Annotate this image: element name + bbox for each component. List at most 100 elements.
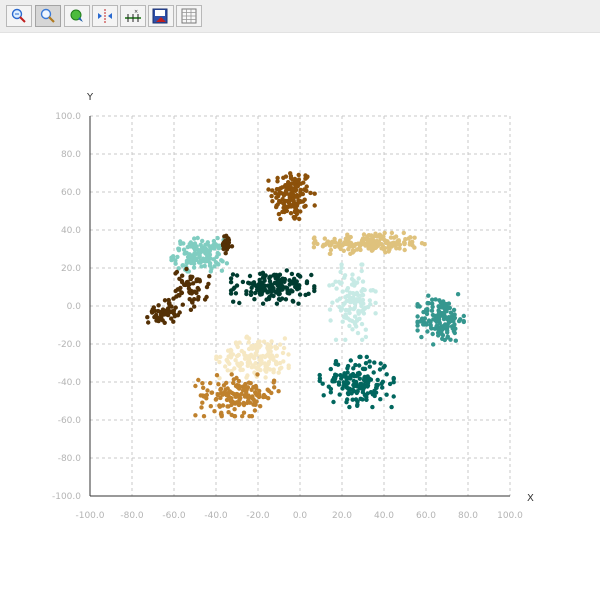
axis-scale-button[interactable]: × xyxy=(120,5,146,27)
data-point xyxy=(401,230,406,236)
data-point xyxy=(328,366,333,372)
data-point xyxy=(355,399,360,404)
data-point xyxy=(357,376,362,381)
data-point xyxy=(340,319,345,324)
data-point xyxy=(265,346,270,351)
data-point xyxy=(217,376,222,381)
data-point xyxy=(428,319,433,325)
data-point xyxy=(156,303,161,308)
data-point xyxy=(321,242,326,248)
x-tick-label: -100.0 xyxy=(75,511,104,521)
zoom-select-button[interactable] xyxy=(6,5,32,27)
data-point xyxy=(358,381,363,387)
data-point xyxy=(217,403,222,408)
data-point xyxy=(341,380,346,385)
data-point xyxy=(372,393,377,399)
data-point xyxy=(461,319,466,324)
data-point xyxy=(261,284,266,289)
data-point xyxy=(225,386,230,391)
data-point xyxy=(406,236,411,241)
data-point xyxy=(382,230,387,236)
data-point xyxy=(347,404,352,410)
data-point xyxy=(345,391,351,396)
data-point xyxy=(384,392,389,397)
data-point xyxy=(277,360,283,366)
data-point xyxy=(260,353,265,359)
data-point xyxy=(245,373,250,378)
data-point xyxy=(443,304,448,309)
data-point xyxy=(182,282,187,287)
data-point xyxy=(345,375,350,380)
data-point xyxy=(270,188,275,193)
data-point xyxy=(247,395,252,400)
data-point xyxy=(214,396,219,402)
y-tick-label: 20.0 xyxy=(61,264,81,274)
data-point xyxy=(209,244,215,250)
data-point xyxy=(247,400,253,405)
data-point xyxy=(289,271,295,277)
pan-button[interactable] xyxy=(64,5,90,27)
data-point xyxy=(280,287,285,292)
data-point xyxy=(271,380,276,385)
zoom-button[interactable] xyxy=(35,5,61,27)
data-point xyxy=(229,412,234,418)
data-point xyxy=(349,276,355,282)
data-point xyxy=(173,261,178,266)
data-point xyxy=(200,400,205,405)
x-tick-label: -80.0 xyxy=(120,511,144,521)
data-point xyxy=(330,300,335,305)
data-point xyxy=(367,359,372,364)
data-point xyxy=(290,187,295,192)
data-point xyxy=(224,261,230,266)
data-point xyxy=(253,343,258,348)
data-point xyxy=(431,342,436,347)
data-point xyxy=(373,231,378,236)
data-point xyxy=(252,399,257,404)
data-point xyxy=(290,281,296,286)
data-point xyxy=(296,172,301,178)
data-point xyxy=(192,241,198,246)
data-point xyxy=(290,298,295,304)
data-point xyxy=(177,276,182,281)
data-point xyxy=(327,283,332,288)
data-point xyxy=(359,268,364,274)
data-point xyxy=(373,390,379,395)
data-point xyxy=(461,313,466,319)
data-point xyxy=(269,339,274,344)
data-point xyxy=(185,279,190,285)
data-point xyxy=(347,323,352,329)
data-point xyxy=(214,354,219,359)
data-point xyxy=(389,230,395,236)
data-point xyxy=(430,304,435,310)
data-point xyxy=(334,286,339,291)
data-point xyxy=(358,247,363,253)
data-point xyxy=(297,193,302,198)
data-point xyxy=(175,254,180,260)
data-point xyxy=(335,362,341,367)
data-point xyxy=(258,271,263,276)
scatter-chart: -100.0 -80.0 -60.0 -40.0 -20.0 0.0 20.0 40.0 60.… xyxy=(52,92,534,521)
data-table-button[interactable] xyxy=(176,5,202,27)
data-point xyxy=(333,240,338,245)
data-point xyxy=(206,281,211,287)
data-point xyxy=(403,237,408,242)
data-point xyxy=(196,377,201,383)
data-point xyxy=(197,279,202,284)
data-point xyxy=(203,259,208,264)
x-axis-title: X xyxy=(527,493,534,504)
data-point xyxy=(297,200,302,205)
y-tick-label: 80.0 xyxy=(61,150,81,160)
data-point xyxy=(355,330,361,336)
data-point xyxy=(281,345,287,351)
data-point xyxy=(279,185,285,190)
data-point xyxy=(363,327,368,332)
save-chart-button[interactable] xyxy=(148,5,174,27)
fit-button[interactable] xyxy=(92,5,118,27)
data-point xyxy=(356,371,361,376)
data-point xyxy=(302,197,307,202)
data-point xyxy=(365,380,371,385)
x-tick-label: 0.0 xyxy=(293,511,308,521)
svg-text:×: × xyxy=(134,9,138,15)
data-point xyxy=(394,246,399,251)
data-point xyxy=(362,384,367,390)
